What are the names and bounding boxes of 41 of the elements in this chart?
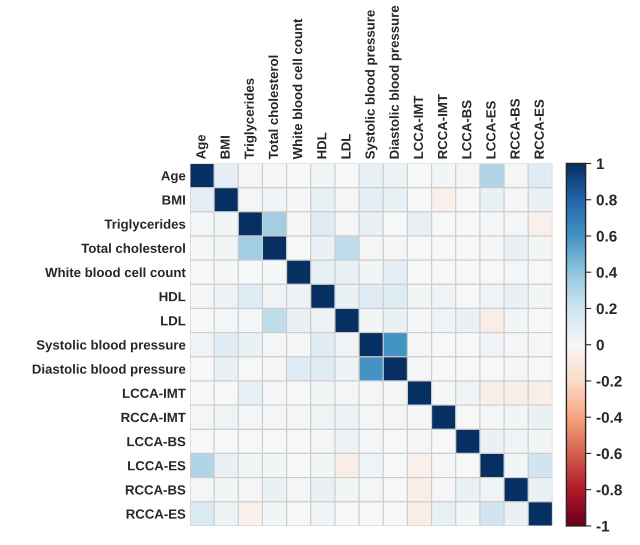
x-tick-label: Total cholesterol <box>268 56 278 160</box>
y-tick-label: RCCA-BS <box>126 485 186 495</box>
y-tick-label: RCCA-IMT <box>121 412 186 422</box>
y-tick-label: LDL <box>161 316 186 326</box>
y-tick-label: LCCA-ES <box>128 461 186 470</box>
y-tick-label: LCCA-BS <box>127 436 186 446</box>
x-tick-label: RCCA-ES <box>534 100 544 158</box>
y-tick-label: Triglycerides <box>104 219 186 232</box>
y-tick-label: BMI <box>162 195 185 205</box>
x-tick-label: LCCA-IMT <box>414 96 424 158</box>
x-tick-label: RCCA-BS <box>510 99 520 158</box>
color-bar-label: -0.4 <box>596 412 622 423</box>
y-tick-label: LCCA-IMT <box>122 388 186 398</box>
x-tick-label: RCCA-IMT <box>438 94 448 158</box>
x-tick-label: Triglycerides <box>244 78 257 160</box>
color-bar-label: 1 <box>596 158 604 170</box>
color-bar-label: -1 <box>596 520 610 532</box>
color-bar-label: 0.4 <box>596 267 618 278</box>
color-bar-label: 0.8 <box>596 194 617 206</box>
y-tick-label: Systolic blood pressure <box>36 340 186 352</box>
color-bar-label: 0.6 <box>596 230 617 242</box>
y-tick-label: Age <box>161 171 186 184</box>
x-tick-label: Age <box>196 134 208 160</box>
x-tick-label: HDL <box>317 132 326 158</box>
color-bar-label: -0.2 <box>596 376 622 387</box>
x-tick-label: LCCA-ES <box>486 101 496 158</box>
color-bar-label: -0.6 <box>596 448 622 460</box>
y-tick-label: Diastolic blood pressure <box>32 364 186 376</box>
y-tick-label: White blood cell count <box>45 267 186 278</box>
color-bar-label: -0.8 <box>596 484 622 496</box>
x-tick-label: White blood cell count <box>292 18 302 160</box>
color-bar-label: 0.2 <box>596 303 617 314</box>
y-tick-label: HDL <box>160 292 186 302</box>
color-bar-label: 0 <box>596 340 604 350</box>
x-tick-label: LDL <box>341 134 350 158</box>
x-tick-label: Diastolic blood pressure <box>389 6 402 158</box>
x-tick-label: Systolic blood pressure <box>365 10 378 159</box>
y-tick-label: Total cholesterol <box>81 243 185 253</box>
x-tick-label: LCCA-BS <box>462 100 472 158</box>
y-tick-label: RCCA-ES <box>126 509 186 519</box>
x-tick-label: BMI <box>220 136 230 158</box>
